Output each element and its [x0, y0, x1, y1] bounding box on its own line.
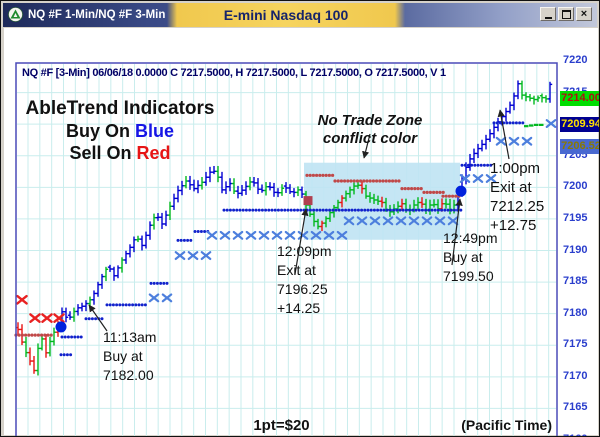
y-axis-label: 7165: [563, 401, 588, 414]
y-axis-label: 7220: [563, 54, 588, 66]
no-trade-zone-shade: [304, 162, 460, 240]
y-axis-label: 7170: [563, 369, 588, 382]
point-value-note: 1pt=$20: [253, 417, 310, 434]
minimize-button[interactable]: [540, 7, 556, 21]
window-title: NQ #F 1-Min/NQ #F 3-Min: [28, 9, 166, 21]
red-x-signals: [16, 294, 65, 323]
window-titlebar[interactable]: NQ #F 1-Min/NQ #F 3-Min E-mini Nasdaq 10…: [3, 3, 597, 27]
symbol-name: E-mini Nasdaq 100: [223, 7, 349, 23]
timezone-note: (Pacific Time): [461, 417, 552, 433]
close-button[interactable]: ×: [576, 7, 592, 21]
legend-title: AbleTrend Indicators: [25, 98, 215, 119]
y-axis-label: 7180: [563, 306, 588, 319]
abletrend-logo-icon: [8, 7, 23, 22]
green-tick-marks: [524, 123, 544, 128]
maximize-button[interactable]: [558, 7, 574, 21]
y-axis-label: 7195: [563, 211, 588, 224]
y-axis-label: 7175: [563, 338, 588, 351]
close-icon: ×: [580, 7, 588, 20]
trade-note-exit2: 1:00pm Exit at 7212.25 +12.75: [490, 160, 545, 234]
y-axis-label: 7185: [563, 275, 588, 288]
trade-note-exit1: 12:09pm Exit at 7196.25 +14.25: [277, 243, 332, 316]
red-stop-dots: [14, 173, 461, 337]
trade-note-buy1: 11:13am Buy at 7182.00: [103, 329, 157, 383]
maximize-icon: [561, 9, 571, 19]
chart-panel: NQ #F [3-Min] 06/06/18 0.0000 C 7217.500…: [4, 28, 600, 436]
legend-sell-line: Sell On Red: [69, 143, 171, 163]
price-tag: 7206.52: [560, 138, 600, 154]
no-trade-zone-note: No Trade Zone conflict color: [317, 112, 423, 147]
minimize-icon: [544, 16, 552, 19]
buy-signal-dots: [55, 185, 467, 333]
legend-buy-line: Buy On Blue: [65, 121, 175, 141]
quote-header: NQ #F [3-Min] 06/06/18 0.0000 C 7217.500…: [22, 67, 446, 79]
indicator-legend: AbleTrend Indicators Buy On Blue Sell On…: [24, 98, 216, 164]
trade-note-buy2: 12:49pm Buy at 7199.50: [443, 230, 498, 284]
y-axis-label: 7200: [563, 180, 588, 193]
symbol-banner: E-mini Nasdaq 100: [167, 3, 405, 27]
window-controls: ×: [540, 7, 592, 21]
price-tag: 7209.94: [560, 117, 600, 133]
exit-markers: [303, 196, 313, 206]
price-tag: 7214.00: [560, 91, 600, 107]
y-axis-label: 7190: [563, 243, 588, 256]
y-axis-label: 7160: [563, 433, 599, 436]
